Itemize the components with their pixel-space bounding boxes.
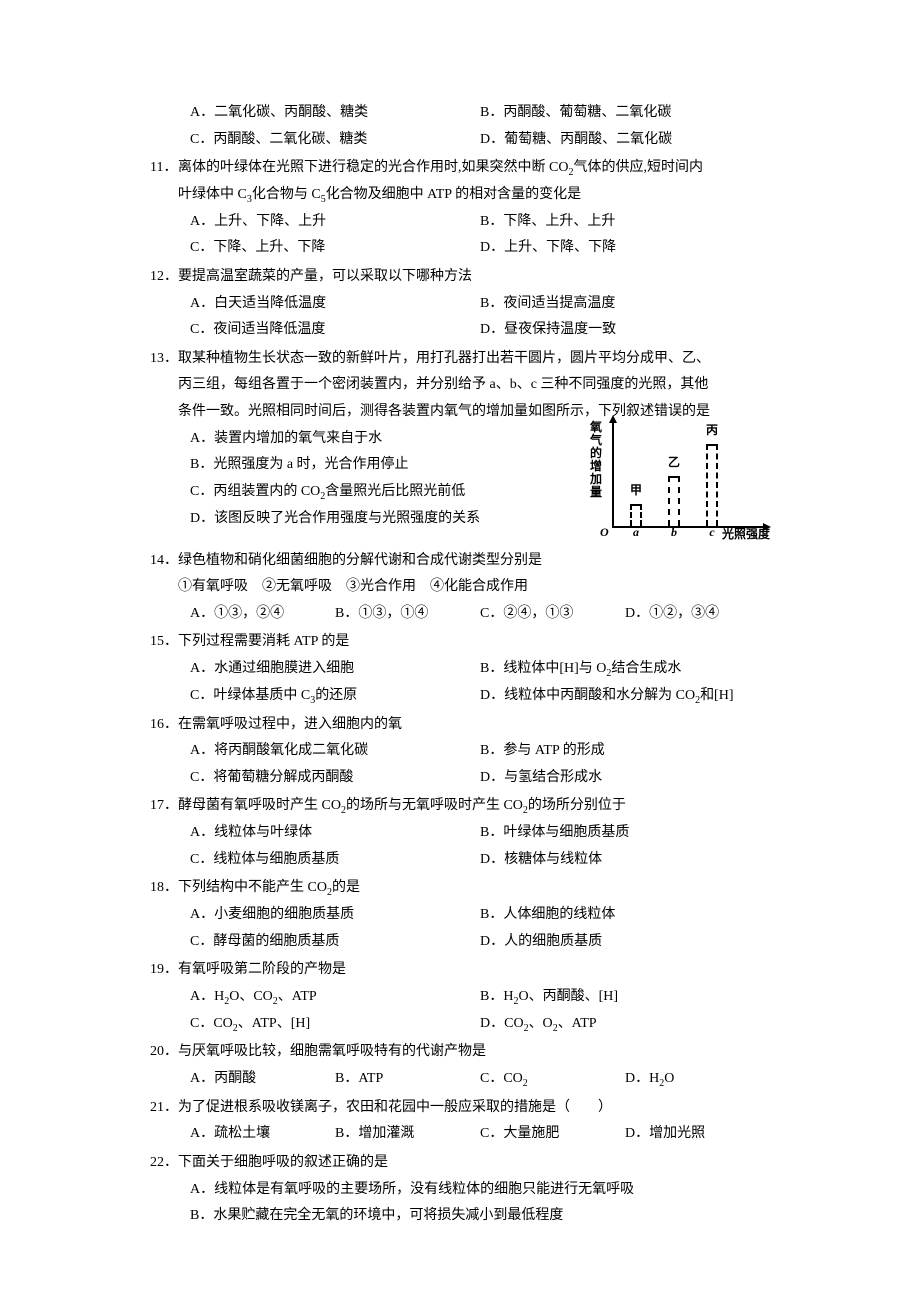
question-18: 18． 下列结构中不能产生 CO2的是 A．小麦细胞的细胞质基质 B．人体细胞的… (150, 875, 770, 955)
option-a: A．小麦细胞的细胞质基质 (190, 902, 480, 929)
question-17: 17． 酵母菌有氧呼吸时产生 CO2的场所与无氧呼吸时产生 CO2的场所分别位于… (150, 793, 770, 873)
question-number: 13． (150, 346, 178, 373)
option-c: C．CO2、ATP、[H] (190, 1011, 480, 1038)
option-c: C．线粒体与细胞质基质 (190, 847, 480, 874)
option-c: C．夜间适当降低温度 (190, 317, 480, 344)
chart-bar-label-a: 甲 (626, 479, 646, 502)
option-a: A．线粒体与叶绿体 (190, 820, 480, 847)
question-text-line2: 叶绿体中 C3化合物与 C5化合物及细胞中 ATP 的相对含量的变化是 (150, 182, 770, 209)
option-b: B．夜间适当提高温度 (480, 291, 770, 318)
question-number: 16． (150, 712, 178, 739)
question-number: 20． (150, 1039, 178, 1066)
question-number: 11． (150, 155, 178, 182)
question-number: 19． (150, 957, 178, 984)
question-text: 有氧呼吸第二阶段的产物是 (178, 957, 770, 984)
option-b: B．叶绿体与细胞质基质 (480, 820, 770, 847)
chart-bar-label-b: 乙 (664, 451, 684, 474)
option-b: B．H2O、丙酮酸、[H] (480, 984, 770, 1011)
question-number: 21． (150, 1095, 178, 1122)
option-c: C．叶绿体基质中 C3的还原 (190, 683, 480, 710)
option-a: A．水通过细胞膜进入细胞 (190, 656, 480, 683)
option-b: B．丙酮酸、葡萄糖、二氧化碳 (480, 100, 770, 127)
question-21: 21． 为了促进根系吸收镁离子，农田和花园中一般应采取的措施是（ ） A．疏松土… (150, 1095, 770, 1148)
option-d: D．葡萄糖、丙酮酸、二氧化碳 (480, 127, 770, 154)
option-c: C．酵母菌的细胞质基质 (190, 929, 480, 956)
option-c: C．大量施肥 (480, 1121, 625, 1148)
option-d: D．上升、下降、下降 (480, 235, 770, 262)
option-d: D．与氢结合形成水 (480, 765, 770, 792)
option-b: B．水果贮藏在完全无氧的环境中，可将损失减小到最低程度 (190, 1203, 770, 1230)
question-text: 下面关于细胞呼吸的叙述正确的是 (178, 1150, 770, 1177)
option-d: D．人的细胞质基质 (480, 929, 770, 956)
question-13: 13． 取某种植物生长状态一致的新鲜叶片，用打孔器打出若干圆片，圆片平均分成甲、… (150, 346, 770, 546)
option-a: A．丙酮酸 (190, 1066, 335, 1093)
option-c: C．丙酮酸、二氧化碳、糖类 (190, 127, 480, 154)
question-text: 下列结构中不能产生 CO2的是 (178, 875, 770, 902)
option-a: A．H2O、CO2、ATP (190, 984, 480, 1011)
option-d: D．CO2、O2、ATP (480, 1011, 770, 1038)
question-text: 酵母菌有氧呼吸时产生 CO2的场所与无氧呼吸时产生 CO2的场所分别位于 (178, 793, 770, 820)
option-b: B．ATP (335, 1066, 480, 1093)
option-b: B．①③，①④ (335, 601, 480, 628)
question-text: 为了促进根系吸收镁离子，农田和花园中一般应采取的措施是（ ） (178, 1095, 770, 1122)
question-text-line2: 丙三组，每组各置于一个密闭装置内，并分别给予 a、b、c 三种不同强度的光照，其… (150, 372, 770, 399)
option-c: C．下降、上升、下降 (190, 235, 480, 262)
chart-bar-c (706, 444, 718, 526)
question-12: 12． 要提高温室蔬菜的产量，可以采取以下哪种方法 A．白天适当降低温度 B．夜… (150, 264, 770, 344)
option-a: A．二氧化碳、丙酮酸、糖类 (190, 100, 480, 127)
option-b: B．人体细胞的线粒体 (480, 902, 770, 929)
question-text: 下列过程需要消耗 ATP 的是 (178, 629, 770, 656)
question-15: 15． 下列过程需要消耗 ATP 的是 A．水通过细胞膜进入细胞 B．线粒体中[… (150, 629, 770, 709)
question-text: 要提高温室蔬菜的产量，可以采取以下哪种方法 (178, 264, 770, 291)
question-text: 绿色植物和硝化细菌细胞的分解代谢和合成代谢类型分别是 (178, 548, 770, 575)
option-d: D．线粒体中丙酮酸和水分解为 CO2和[H] (480, 683, 770, 710)
chart-x-tick-c: c (704, 521, 720, 544)
option-a: A．疏松土壤 (190, 1121, 335, 1148)
option-d: D．H2O (625, 1066, 770, 1093)
question-items: ①有氧呼吸 ②无氧呼吸 ③光合作用 ④化能合成作用 (150, 574, 770, 601)
chart-y-axis (612, 421, 614, 528)
option-b: B．参与 ATP 的形成 (480, 738, 770, 765)
option-b: B．增加灌溉 (335, 1121, 480, 1148)
question-22: 22． 下面关于细胞呼吸的叙述正确的是 A．线粒体是有氧呼吸的主要场所，没有线粒… (150, 1150, 770, 1230)
question-number: 22． (150, 1150, 178, 1177)
question-text: 与厌氧呼吸比较，细胞需氧呼吸特有的代谢产物是 (178, 1039, 770, 1066)
question-11: 11． 离体的叶绿体在光照下进行稳定的光合作用时,如果突然中断 CO2气体的供应… (150, 155, 770, 262)
chart-x-tick-a: a (628, 521, 644, 544)
chart-y-label: 氧气的增加量 (590, 421, 606, 500)
question-10-options: A．二氧化碳、丙酮酸、糖类 B．丙酮酸、葡萄糖、二氧化碳 C．丙酮酸、二氧化碳、… (150, 100, 770, 153)
option-c: C．将葡萄糖分解成丙酮酸 (190, 765, 480, 792)
option-b: B．线粒体中[H]与 O2结合生成水 (480, 656, 770, 683)
chart-bar-b (668, 476, 680, 526)
option-a: A．上升、下降、上升 (190, 209, 480, 236)
question-16: 16． 在需氧呼吸过程中，进入细胞内的氧 A．将丙酮酸氧化成二氧化碳 B．参与 … (150, 712, 770, 792)
option-a: A．线粒体是有氧呼吸的主要场所，没有线粒体的细胞只能进行无氧呼吸 (190, 1177, 770, 1204)
option-c: C．②④，①③ (480, 601, 625, 628)
oxygen-chart: 氧气的增加量 O a b c 甲 乙 丙 光照强度 (590, 416, 770, 546)
question-text: 取某种植物生长状态一致的新鲜叶片，用打孔器打出若干圆片，圆片平均分成甲、乙、 (178, 346, 770, 373)
option-d: D．①②，③④ (625, 601, 770, 628)
question-text: 离体的叶绿体在光照下进行稳定的光合作用时,如果突然中断 CO2气体的供应,短时间… (178, 155, 770, 182)
option-c: C．CO2 (480, 1066, 625, 1093)
question-text: 在需氧呼吸过程中，进入细胞内的氧 (178, 712, 770, 739)
question-20: 20． 与厌氧呼吸比较，细胞需氧呼吸特有的代谢产物是 A．丙酮酸 B．ATP C… (150, 1039, 770, 1092)
option-d: D．核糖体与线粒体 (480, 847, 770, 874)
option-b: B．下降、上升、上升 (480, 209, 770, 236)
option-d: D．增加光照 (625, 1121, 770, 1148)
question-number: 15． (150, 629, 178, 656)
question-number: 12． (150, 264, 178, 291)
question-number: 18． (150, 875, 178, 902)
option-d: D．昼夜保持温度一致 (480, 317, 770, 344)
option-a: A．将丙酮酸氧化成二氧化碳 (190, 738, 480, 765)
chart-x-tick-b: b (666, 521, 682, 544)
question-14: 14． 绿色植物和硝化细菌细胞的分解代谢和合成代谢类型分别是 ①有氧呼吸 ②无氧… (150, 548, 770, 628)
chart-bar-label-c: 丙 (702, 419, 722, 442)
chart-x-label: 光照强度 (722, 523, 770, 546)
chart-origin: O (600, 521, 609, 544)
question-number: 14． (150, 548, 178, 575)
option-a: A．①③，②④ (190, 601, 335, 628)
question-number: 17． (150, 793, 178, 820)
option-a: A．白天适当降低温度 (190, 291, 480, 318)
question-19: 19． 有氧呼吸第二阶段的产物是 A．H2O、CO2、ATP B．H2O、丙酮酸… (150, 957, 770, 1037)
